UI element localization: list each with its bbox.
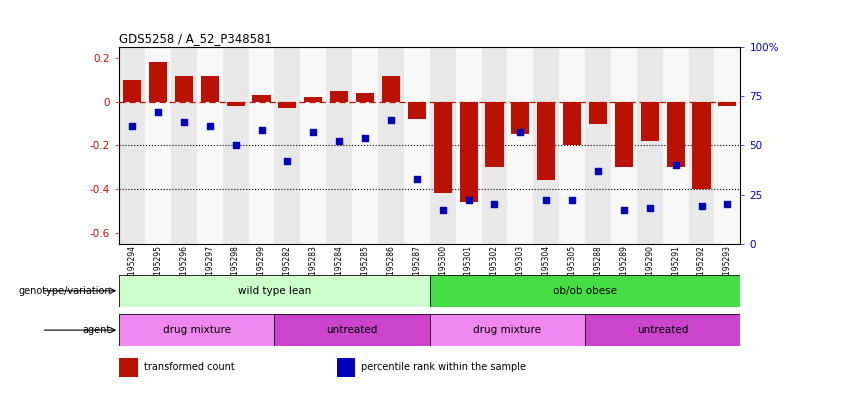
Bar: [119, 275, 430, 307]
Bar: [326, 47, 352, 244]
Point: [591, 168, 605, 174]
Bar: [666, 102, 685, 167]
Point: [436, 207, 449, 213]
Point: [462, 197, 476, 204]
Point: [229, 142, 243, 149]
Point: [151, 109, 165, 115]
Bar: [356, 93, 374, 102]
Point: [617, 207, 631, 213]
Bar: [434, 102, 452, 193]
Bar: [715, 47, 740, 244]
Point: [254, 127, 268, 133]
Point: [125, 123, 139, 129]
Bar: [300, 47, 326, 244]
Bar: [123, 80, 141, 102]
Point: [540, 197, 553, 204]
Bar: [585, 314, 740, 346]
Bar: [482, 47, 507, 244]
Text: ob/ob obese: ob/ob obese: [553, 286, 617, 296]
Bar: [197, 47, 223, 244]
Point: [177, 119, 191, 125]
Point: [281, 158, 294, 164]
Bar: [589, 102, 607, 123]
Bar: [404, 47, 430, 244]
Point: [643, 205, 657, 211]
Point: [306, 129, 320, 135]
Bar: [718, 102, 736, 106]
Text: untreated: untreated: [327, 325, 378, 335]
Bar: [171, 47, 197, 244]
Bar: [274, 47, 300, 244]
Text: GDS5258 / A_52_P348581: GDS5258 / A_52_P348581: [119, 31, 272, 44]
Bar: [337, 358, 355, 377]
Point: [333, 138, 346, 145]
Bar: [253, 95, 271, 102]
Point: [488, 201, 501, 208]
Point: [565, 197, 579, 204]
Bar: [507, 47, 534, 244]
Bar: [614, 102, 633, 167]
Bar: [274, 314, 430, 346]
Bar: [149, 62, 167, 102]
Bar: [693, 102, 711, 189]
Text: percentile rank within the sample: percentile rank within the sample: [362, 362, 527, 373]
Text: wild type lean: wild type lean: [237, 286, 311, 296]
Bar: [688, 47, 715, 244]
Bar: [352, 47, 378, 244]
Bar: [408, 102, 426, 119]
Point: [410, 176, 424, 182]
Bar: [119, 47, 145, 244]
Bar: [430, 314, 585, 346]
Bar: [223, 47, 248, 244]
Point: [669, 162, 683, 168]
Bar: [304, 97, 323, 102]
Text: drug mixture: drug mixture: [473, 325, 541, 335]
Bar: [641, 102, 659, 141]
Bar: [201, 75, 219, 102]
Text: untreated: untreated: [637, 325, 688, 335]
Bar: [378, 47, 404, 244]
Bar: [430, 275, 740, 307]
Bar: [278, 102, 296, 108]
Point: [358, 134, 372, 141]
Text: genotype/variation: genotype/variation: [18, 286, 111, 296]
Point: [721, 201, 734, 208]
Bar: [511, 102, 529, 134]
Bar: [637, 47, 663, 244]
Point: [694, 203, 708, 209]
Bar: [330, 91, 348, 102]
Bar: [534, 47, 559, 244]
Bar: [430, 47, 455, 244]
Point: [203, 123, 216, 129]
Bar: [460, 102, 477, 202]
Point: [384, 117, 397, 123]
Bar: [537, 102, 556, 180]
Text: transformed count: transformed count: [144, 362, 235, 373]
Bar: [119, 314, 275, 346]
Bar: [145, 47, 171, 244]
Text: drug mixture: drug mixture: [163, 325, 231, 335]
Bar: [119, 358, 138, 377]
Text: agent: agent: [83, 325, 111, 335]
Point: [513, 129, 527, 135]
Bar: [585, 47, 611, 244]
Bar: [226, 102, 245, 106]
Bar: [559, 47, 585, 244]
Bar: [563, 102, 581, 145]
Bar: [485, 102, 504, 167]
Bar: [382, 75, 400, 102]
Bar: [248, 47, 275, 244]
Bar: [663, 47, 688, 244]
Bar: [611, 47, 637, 244]
Bar: [174, 75, 193, 102]
Bar: [455, 47, 482, 244]
